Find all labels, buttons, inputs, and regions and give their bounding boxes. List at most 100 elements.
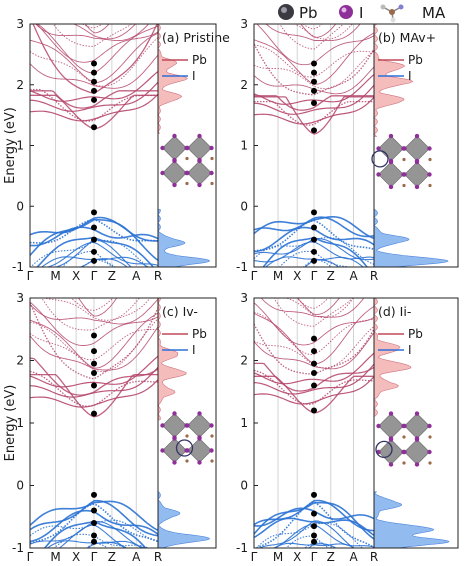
gamma-point-marker [91,538,97,545]
kpoint-label: Γ [311,269,318,283]
conduction-edge-line [254,96,374,125]
dos-pb-area [374,298,412,418]
i-atom-highlight [341,7,347,13]
y-tick-label: 3 [16,17,24,31]
gamma-point-marker [91,96,97,103]
conduction-edge-line [254,363,374,395]
ma-atom [428,435,432,439]
kpoint-label: A [132,550,141,564]
ma-atom [185,181,189,186]
kpoint-label: X [72,269,80,283]
kpoint-label: Γ [311,550,318,564]
kpoint-label: Z [108,550,116,564]
conduction-band-line [254,311,374,356]
pbi6-octahedron [404,135,430,162]
iodine-atom [402,423,407,429]
iodine-atom [185,145,190,151]
pbi6-octahedron [404,413,430,439]
dos-i-area [374,208,449,267]
ma-atom [185,434,189,438]
conduction-band-line [42,298,141,321]
iodine-atom [185,423,190,428]
gamma-point-marker [91,382,97,389]
y-axis-label: Energy (eV) [3,385,18,462]
valence-band-line [254,517,374,539]
kpoint-label: Γ [91,550,98,564]
panel-title: (a) Pristine [162,30,230,45]
gamma-point-marker [311,360,317,367]
gamma-point-marker [311,382,317,389]
pbi6-octahedron [162,135,187,161]
iodine-atom [185,448,190,453]
legend-i-label: I [359,4,363,22]
valence-band-line [254,501,374,548]
conduction-band-line [254,302,374,346]
pbi6-octahedron [404,161,430,188]
panel-title: (c) Iv- [162,304,198,319]
dos-pb-area [158,298,187,421]
ma-atom [428,157,432,162]
valence-band-line [30,216,158,242]
pbi6-octahedron [404,439,430,465]
ma-atom [428,183,432,188]
iodine-atom [388,437,394,442]
iodine-atom [402,146,407,151]
dos-group [374,24,449,267]
y-tick-label: 1 [16,139,24,153]
y-tick-label: 2 [240,78,248,92]
iodine-atom [172,460,177,465]
valence-band-line [255,522,364,548]
gamma-point-marker [91,224,97,231]
gamma-point-marker [311,60,317,67]
kpoint-label: X [293,550,301,564]
gamma-point-marker [311,87,317,94]
gamma-point-marker [311,69,317,76]
conduction-band-line [72,24,137,40]
iodine-atom [197,460,202,465]
iodine-atom [414,184,420,190]
conduction-band-line [77,298,118,317]
conduction-band-line [30,370,158,407]
gamma-point-marker [311,510,317,517]
conduction-band-line [265,24,361,42]
iodine-atom [209,448,214,453]
conduction-edge-line [30,379,158,408]
dos-i-area [158,491,210,548]
conduction-band-line [35,24,150,42]
gamma-point-marker [91,507,97,514]
iodine-atom [388,184,394,190]
ma-atom [210,434,214,438]
ma-atom [402,435,406,439]
gamma-point-marker [91,370,97,376]
y-tick-label: -1 [236,260,248,274]
kpoint-label: Z [108,269,116,283]
iodine-atom [172,411,177,416]
gamma-point-marker [91,124,97,131]
pbi6-octahedron [378,135,404,162]
conduction-band-line [302,24,323,30]
valence-band-line [30,503,158,544]
valence-band-line [257,520,355,548]
panel-title: (d) Ii- [378,304,411,319]
kpoint-label: M [50,550,60,564]
iodine-atom [427,172,432,177]
gamma-point-marker [91,332,97,339]
iodine-atom [402,449,407,455]
kpoint-label: M [273,269,283,283]
kpoint-label: Γ [27,550,34,564]
gamma-point-marker [91,209,97,216]
kpoint-label: M [273,550,283,564]
legend-ma-label: MA [422,4,446,22]
iodine-atom [414,437,420,442]
ma-atom [210,156,214,161]
iodine-atom [172,436,177,441]
pbi6-octahedron [378,413,404,439]
pbi6-octahedron [187,135,212,161]
conduction-edge-line [254,376,374,405]
defect-highlight-circle [371,150,389,168]
gamma-point-marker [311,370,317,376]
conduction-band-line [260,298,365,318]
kpoint-label: Γ [91,269,98,283]
